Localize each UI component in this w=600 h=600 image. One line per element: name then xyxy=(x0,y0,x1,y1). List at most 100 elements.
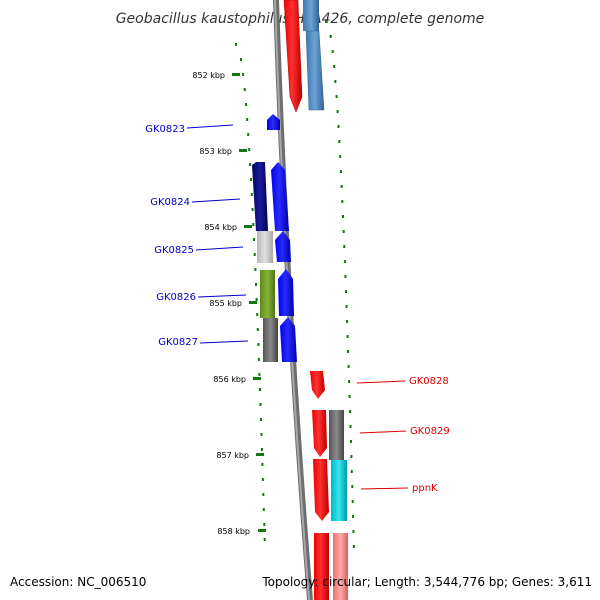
ruler-right-dot xyxy=(334,80,337,83)
ruler-left-dot xyxy=(259,403,262,406)
gene-gk0827[interactable] xyxy=(280,317,297,362)
ruler-right-dot xyxy=(350,440,352,443)
ruler-right-dot xyxy=(337,125,340,128)
ruler-right-dot xyxy=(351,485,354,488)
label-gk0825[interactable]: GK0825 xyxy=(154,245,244,256)
ruler-left-dot xyxy=(247,133,250,136)
gene-gk0828[interactable] xyxy=(310,371,325,399)
ruler-left-dot xyxy=(263,538,266,541)
ruler-right-dot xyxy=(345,305,348,308)
kbp-label-855: 855 kbp xyxy=(209,299,242,308)
ruler-left-dot xyxy=(252,223,255,226)
ruler-left-dot xyxy=(242,73,245,76)
ruler-left-dot xyxy=(260,418,262,421)
kbp-tick-852 xyxy=(232,73,240,76)
gene-top-forward-steelblue[interactable] xyxy=(303,0,325,111)
ruler-right xyxy=(325,20,355,548)
gene-ppnk[interactable] xyxy=(313,459,329,521)
ruler-left-dot xyxy=(261,463,264,466)
label-gk0823[interactable]: GK0823 xyxy=(145,124,234,135)
ruler-right-dot xyxy=(349,410,352,413)
kbp-label-854: 854 kbp xyxy=(204,223,237,232)
ruler-right-dot xyxy=(342,230,345,233)
ruler-left-dot xyxy=(261,478,264,481)
ruler-left-dot xyxy=(251,208,254,211)
ruler-right-dot xyxy=(335,95,338,98)
ruler-right-dot xyxy=(339,155,342,158)
gene-gk0829[interactable] xyxy=(312,410,327,457)
label-gk0829[interactable]: GK0829 xyxy=(359,426,450,437)
ruler-left-dot xyxy=(235,43,237,46)
gene-gk0825-domain xyxy=(257,231,273,263)
gene-gk0824[interactable] xyxy=(271,162,289,231)
ruler-left-dot xyxy=(262,493,265,496)
ruler-right-dot xyxy=(325,20,327,23)
ruler-right-dot xyxy=(333,65,336,68)
accession-text: Accession: NC_006510 xyxy=(10,575,146,589)
kbp-label-856: 856 kbp xyxy=(213,375,246,384)
kbp-label-853: 853 kbp xyxy=(199,147,232,156)
ruler-left-dot xyxy=(243,88,246,91)
gene-bottom-forward-pink[interactable] xyxy=(333,533,348,600)
kbp-tick-853 xyxy=(239,149,247,152)
ruler-right-dot xyxy=(346,335,349,338)
ruler-right-dot xyxy=(346,320,349,323)
ruler-left-dot xyxy=(255,283,257,286)
gene-label-gk0828[interactable]: GK0828 xyxy=(409,376,449,387)
kbp-scale: 852 kbp 853 kbp 854 kbp 855 kbp 856 kbp … xyxy=(192,71,266,536)
gene-gk0829-domain xyxy=(329,410,344,460)
gene-ppnk-domain xyxy=(331,460,347,521)
gene-label-gk0823[interactable]: GK0823 xyxy=(145,124,185,135)
gene-top-forward-red[interactable] xyxy=(283,0,303,113)
ruler-right-dot xyxy=(348,380,351,383)
kbp-tick-857 xyxy=(256,453,264,456)
ruler-left-dot xyxy=(256,328,259,331)
ruler-left-dot xyxy=(253,238,255,241)
ruler-left-dot xyxy=(250,193,253,196)
gene-bottom-forward-red[interactable] xyxy=(314,533,329,600)
ruler-right-dot xyxy=(329,35,332,38)
gene-gk0826[interactable] xyxy=(278,269,294,316)
label-gk0827[interactable]: GK0827 xyxy=(158,337,249,348)
label-gk0828[interactable]: GK0828 xyxy=(356,376,449,387)
ruler-left-dot xyxy=(255,298,258,301)
label-gk0826[interactable]: GK0826 xyxy=(156,292,247,303)
gene-label-gk0824[interactable]: GK0824 xyxy=(150,197,190,208)
topology-text: Topology: circular; Length: 3,544,776 bp… xyxy=(261,575,592,589)
ruler-left-dot xyxy=(249,163,252,166)
gene-gk0823[interactable] xyxy=(267,114,280,130)
ruler-left-dot xyxy=(250,178,252,181)
ruler-left xyxy=(235,43,266,541)
ruler-right-dot xyxy=(331,50,334,53)
ruler-left-dot xyxy=(254,268,257,271)
ruler-left-dot xyxy=(263,523,266,526)
gene-label-gk0826[interactable]: GK0826 xyxy=(156,292,196,303)
map-title: Geobacillus kaustophilus HTA426, complet… xyxy=(116,11,485,27)
ruler-right-dot xyxy=(345,290,347,293)
ruler-right-dot xyxy=(342,215,344,218)
label-ppnk[interactable]: ppnK xyxy=(360,483,438,494)
ruler-left-dot xyxy=(257,358,260,361)
kbp-tick-855 xyxy=(249,301,257,304)
ruler-right-dot xyxy=(348,395,351,398)
gene-label-gk0825[interactable]: GK0825 xyxy=(154,245,194,256)
kbp-label-857: 857 kbp xyxy=(216,451,249,460)
ruler-right-dot xyxy=(352,545,355,548)
ruler-right-dot xyxy=(352,530,355,533)
ruler-right-dot xyxy=(343,245,346,248)
ruler-right-dot xyxy=(336,110,339,113)
ruler-right-dot xyxy=(344,275,347,278)
gene-label-gk0829[interactable]: GK0829 xyxy=(410,426,450,437)
label-gk0824[interactable]: GK0824 xyxy=(150,197,241,208)
ruler-left-dot xyxy=(240,58,242,61)
kbp-label-852: 852 kbp xyxy=(192,71,225,80)
ruler-right-dot xyxy=(350,470,353,473)
ruler-right-dot xyxy=(351,500,354,503)
ruler-right-dot xyxy=(350,455,353,458)
gene-label-ppnk[interactable]: ppnK xyxy=(412,483,438,494)
gene-gk0825[interactable] xyxy=(275,231,291,262)
kbp-label-858: 858 kbp xyxy=(217,527,250,536)
ruler-right-dot xyxy=(340,185,343,188)
gene-label-gk0827[interactable]: GK0827 xyxy=(158,337,198,348)
